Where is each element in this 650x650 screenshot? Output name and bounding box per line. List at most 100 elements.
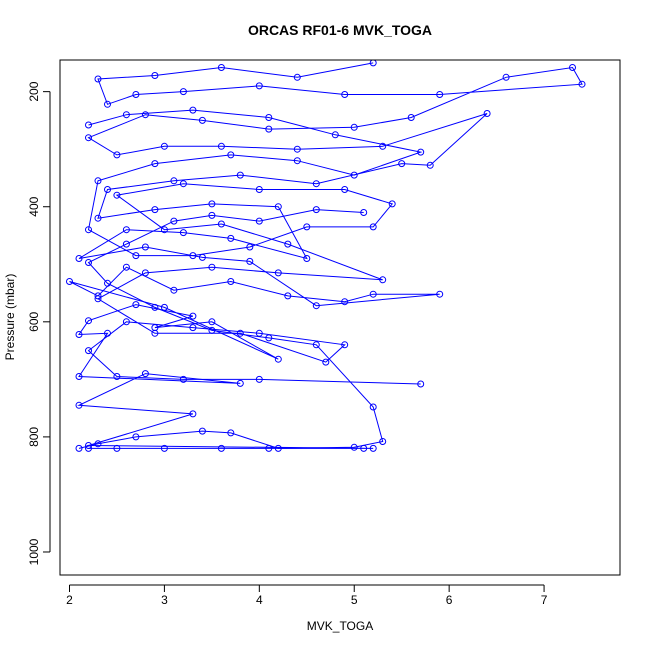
y-tick-label: 400 xyxy=(27,196,41,216)
data-point xyxy=(160,226,168,234)
data-point xyxy=(85,444,92,452)
x-axis-label: MVK_TOGA xyxy=(307,619,373,633)
data-point xyxy=(312,180,320,188)
data-point xyxy=(141,370,149,378)
data-point xyxy=(160,142,168,150)
data-point xyxy=(104,186,111,193)
data-point xyxy=(189,324,197,332)
data-point xyxy=(85,226,92,234)
data-point xyxy=(122,111,130,119)
data-point xyxy=(94,75,102,83)
x-tick-label: 3 xyxy=(161,593,168,607)
data-point xyxy=(341,186,349,193)
data-point xyxy=(322,358,330,366)
data-point xyxy=(66,278,73,285)
data-point xyxy=(208,326,216,334)
data-point xyxy=(398,160,406,168)
data-point xyxy=(151,329,159,337)
data-point xyxy=(293,157,301,165)
data-point xyxy=(170,217,178,225)
data-point xyxy=(379,438,387,445)
data-point xyxy=(217,142,225,150)
data-point xyxy=(369,223,377,231)
data-point xyxy=(132,433,140,441)
data-point xyxy=(350,443,358,451)
x-tick-label: 5 xyxy=(351,593,358,607)
data-point xyxy=(217,220,225,228)
data-point xyxy=(170,177,178,185)
data-point xyxy=(85,121,92,129)
data-point xyxy=(189,252,197,260)
data-point xyxy=(255,186,263,193)
data-point xyxy=(417,148,425,156)
data-point xyxy=(122,226,130,234)
plot-area xyxy=(66,60,586,452)
data-point xyxy=(141,111,149,119)
data-point xyxy=(85,317,92,325)
x-tick-label: 7 xyxy=(541,593,548,607)
data-point xyxy=(293,73,301,81)
data-point xyxy=(350,171,358,179)
data-point xyxy=(122,263,130,271)
data-point xyxy=(85,259,92,266)
data-point xyxy=(208,318,216,326)
series-line xyxy=(87,109,423,385)
data-point xyxy=(141,243,149,251)
data-point xyxy=(312,341,320,349)
data-point xyxy=(179,229,187,237)
y-axis-label: Pressure (mbar) xyxy=(3,274,17,361)
y-tick-label: 800 xyxy=(27,427,41,447)
data-point xyxy=(341,341,349,349)
data-point xyxy=(227,429,235,437)
data-point xyxy=(312,302,320,310)
data-point xyxy=(179,375,187,383)
data-point xyxy=(255,375,263,383)
data-point xyxy=(170,286,178,294)
series-3 xyxy=(75,206,387,452)
x-tick-label: 4 xyxy=(256,593,263,607)
data-point xyxy=(426,161,434,169)
data-point xyxy=(113,444,121,452)
data-point xyxy=(483,110,491,117)
data-point xyxy=(369,403,377,411)
data-point xyxy=(312,206,320,214)
data-point xyxy=(151,72,159,79)
data-point xyxy=(331,131,339,139)
data-point xyxy=(132,91,140,98)
data-point xyxy=(179,88,187,96)
data-point xyxy=(360,209,368,216)
data-point xyxy=(75,255,83,262)
data-point xyxy=(227,278,235,285)
plot-frame xyxy=(59,59,621,576)
data-point xyxy=(407,114,415,121)
data-point xyxy=(75,444,83,452)
data-point xyxy=(104,100,111,108)
y-axis: 200 400 600 800 1000 xyxy=(27,81,51,565)
data-point xyxy=(75,373,83,380)
data-point xyxy=(265,114,273,121)
data-point xyxy=(94,295,102,303)
data-point xyxy=(350,123,358,131)
data-point xyxy=(341,91,349,98)
data-point xyxy=(122,318,130,326)
x-tick-label: 2 xyxy=(66,593,73,607)
data-point xyxy=(208,200,216,208)
y-tick-label: 1000 xyxy=(27,538,41,565)
data-point xyxy=(274,444,282,452)
data-point xyxy=(217,64,225,71)
data-point xyxy=(417,380,425,388)
data-point xyxy=(379,142,387,150)
data-point xyxy=(141,269,149,277)
data-point xyxy=(284,240,292,248)
data-point xyxy=(227,234,235,242)
data-point xyxy=(198,116,206,124)
data-point xyxy=(198,427,206,435)
data-point xyxy=(341,298,349,306)
data-point xyxy=(265,125,273,133)
data-point xyxy=(75,331,83,338)
data-point xyxy=(236,171,244,179)
data-point xyxy=(246,257,254,265)
data-point xyxy=(255,217,263,225)
y-tick-label: 200 xyxy=(27,81,41,101)
